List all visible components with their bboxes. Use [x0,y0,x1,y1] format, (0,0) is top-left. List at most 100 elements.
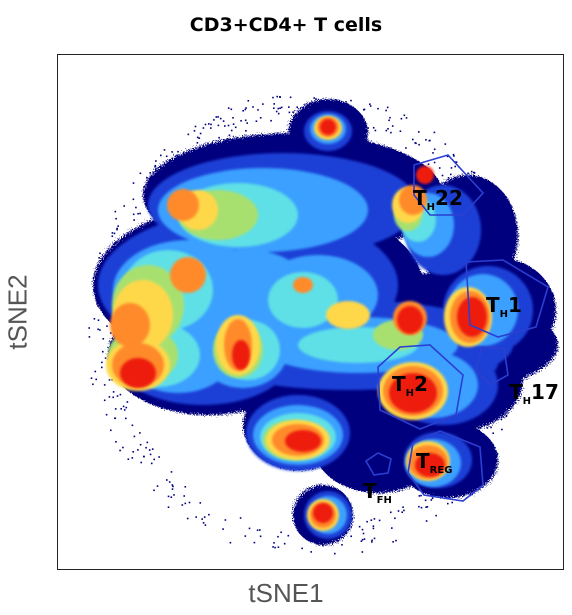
sparse-cell [292,111,294,113]
sparse-cell [230,129,233,132]
sparse-cell [486,427,489,429]
sparse-cell [240,120,242,122]
sparse-cell [131,457,134,459]
sparse-cell [438,167,441,169]
sparse-cell [385,109,387,112]
sparse-cell [277,535,279,538]
sparse-cell [132,198,135,201]
sparse-cell [280,531,282,534]
sparse-cell [369,105,372,107]
density-level-orange-blob-1 [167,189,199,221]
sparse-cell [218,136,220,139]
gate-th1 [465,259,549,338]
sparse-cell [217,124,220,127]
sparse-cell [153,458,155,461]
sparse-cell [377,107,379,110]
sparse-cell [170,471,173,473]
sparse-cell [196,136,199,139]
sparse-cell [222,528,224,530]
sparse-cell [301,547,303,550]
density-level-cyan-blob-3 [268,272,338,328]
sparse-cell [472,171,475,174]
sparse-cell [132,451,134,453]
sparse-cell [403,114,406,117]
sparse-cell [160,154,162,157]
sparse-cell [350,535,352,538]
sparse-cell [98,257,100,259]
sparse-cell [198,137,201,139]
sparse-cell [371,541,373,543]
sparse-cell [158,456,160,458]
sparse-cell [248,527,251,530]
sparse-cell [92,383,94,386]
sparse-cell [123,205,125,207]
sparse-cell [207,142,209,145]
sparse-cell [112,391,115,393]
sparse-cell [447,177,450,179]
sparse-cell [126,401,129,403]
sparse-cell [213,119,215,121]
gate-label-main: T [413,186,427,210]
sparse-cell [88,336,91,338]
gate-label-treg: TREG [416,449,452,476]
sparse-cell [361,528,364,531]
sparse-cell [366,520,368,523]
sparse-cell [418,505,420,508]
sparse-cell [139,432,141,434]
sparse-cell [296,106,298,108]
density-layer [93,99,558,545]
density-level-orange-blob-6 [399,185,427,215]
sparse-cell [450,173,452,176]
sparse-cell [204,524,207,526]
sparse-cell [132,213,135,216]
sparse-cell [402,506,404,508]
sparse-cell [397,510,400,512]
sparse-cell [245,130,247,132]
sparse-cell [372,127,375,129]
sparse-cell [350,99,352,102]
sparse-cell [203,516,206,518]
sparse-cell [363,538,366,540]
sparse-cell [227,107,230,109]
sparse-cell [390,511,392,514]
sparse-cell [273,103,275,105]
sparse-cell [252,106,254,108]
sparse-cell [270,119,272,122]
sparse-cell [119,449,121,452]
gate-label-suffix: 2 [414,372,428,396]
sparse-cell [246,122,248,124]
sparse-cell [184,502,187,505]
sparse-cell [255,120,258,122]
sparse-cell [425,506,427,508]
sparse-cell [101,366,103,369]
sparse-cell [114,408,117,410]
sparse-cell [96,303,98,305]
sparse-cell [244,119,247,122]
sparse-cell [420,506,423,509]
density-level-red-blob-5 [397,306,423,334]
sparse-cell [125,417,127,420]
sparse-cell [110,429,112,432]
sparse-cell [170,496,173,498]
sparse-cell [424,499,427,502]
sparse-cell [274,546,276,549]
sparse-cell [154,164,157,167]
sparse-cell [215,116,218,118]
sparse-cell [140,461,142,464]
sparse-cell [277,546,280,548]
sparse-cell [210,123,212,126]
gate-tfh [364,452,392,476]
sparse-cell [153,489,155,492]
sparse-cell [427,163,430,165]
sparse-cell [399,130,402,132]
sparse-cell [470,170,473,173]
sparse-cell [473,172,476,174]
gate-layer [364,154,549,502]
sparse-cell [334,552,336,555]
sparse-cell [242,110,244,112]
sparse-cell [277,112,280,115]
sparse-cell [433,148,436,151]
sparse-cell [195,516,197,518]
sparse-cell [120,408,122,410]
